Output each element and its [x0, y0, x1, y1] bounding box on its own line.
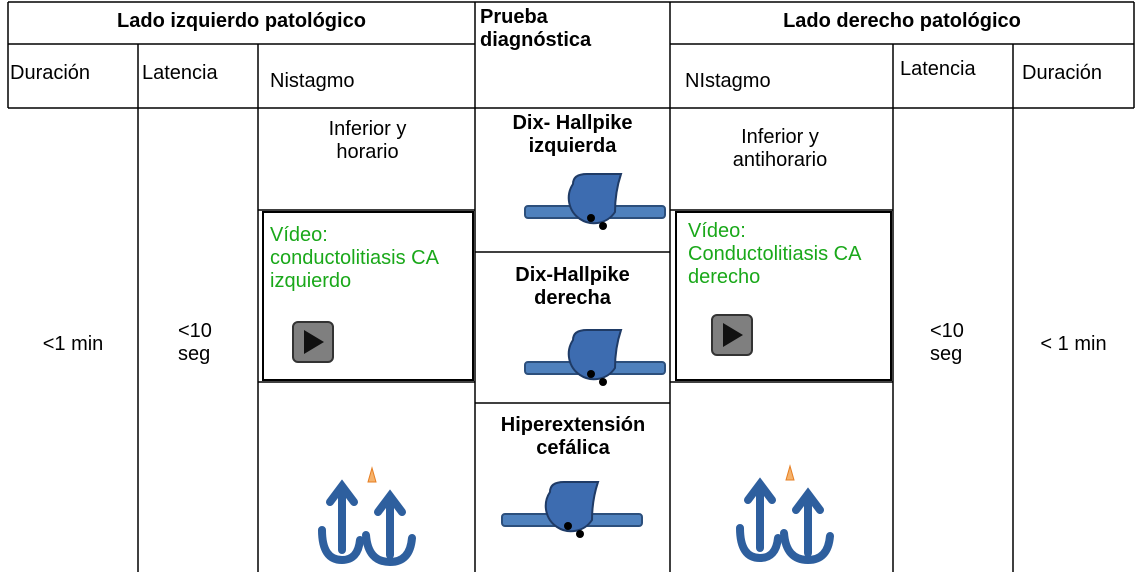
canal-icon [501, 481, 643, 539]
grid-lines [7, 1, 1135, 572]
latency: <10 seg [178, 320, 212, 365]
duration: <1 min [42, 333, 104, 355]
test: Dix-Hallpike derecha [515, 264, 630, 309]
play-button[interactable] [711, 314, 753, 356]
arrow-icon [322, 468, 412, 562]
subheader: Latencia [142, 62, 218, 84]
header-middle: Prueba diagnóstica [480, 6, 592, 51]
canal-icon [524, 329, 666, 387]
subheader: NIstagmo [685, 70, 771, 92]
duration: < 1 min [1040, 333, 1107, 355]
header-left: Lado izquierdo patológico [117, 10, 366, 32]
video-link[interactable]: Vídeo: Conductolitiasis CA derecho [688, 220, 861, 288]
play-button[interactable] [292, 321, 334, 363]
nystagmus: Inferior y horario [328, 118, 407, 163]
subheader: Latencia [900, 58, 976, 80]
test: Hiperextensión cefálica [500, 414, 646, 459]
video-link[interactable]: Vídeo: conductolitiasis CA izquierdo [270, 224, 438, 292]
test: Dix- Hallpike izquierda [512, 112, 633, 157]
latency: <10 seg [930, 320, 964, 365]
nystagmus: Inferior y antihorario [732, 126, 828, 171]
header-right: Lado derecho patológico [783, 10, 1021, 32]
canal-icon [524, 173, 666, 231]
subheader: Duración [10, 62, 91, 84]
subheader: Duración [1022, 62, 1103, 84]
arrow-icon [740, 466, 830, 560]
subheader: Nistagmo [270, 70, 355, 92]
